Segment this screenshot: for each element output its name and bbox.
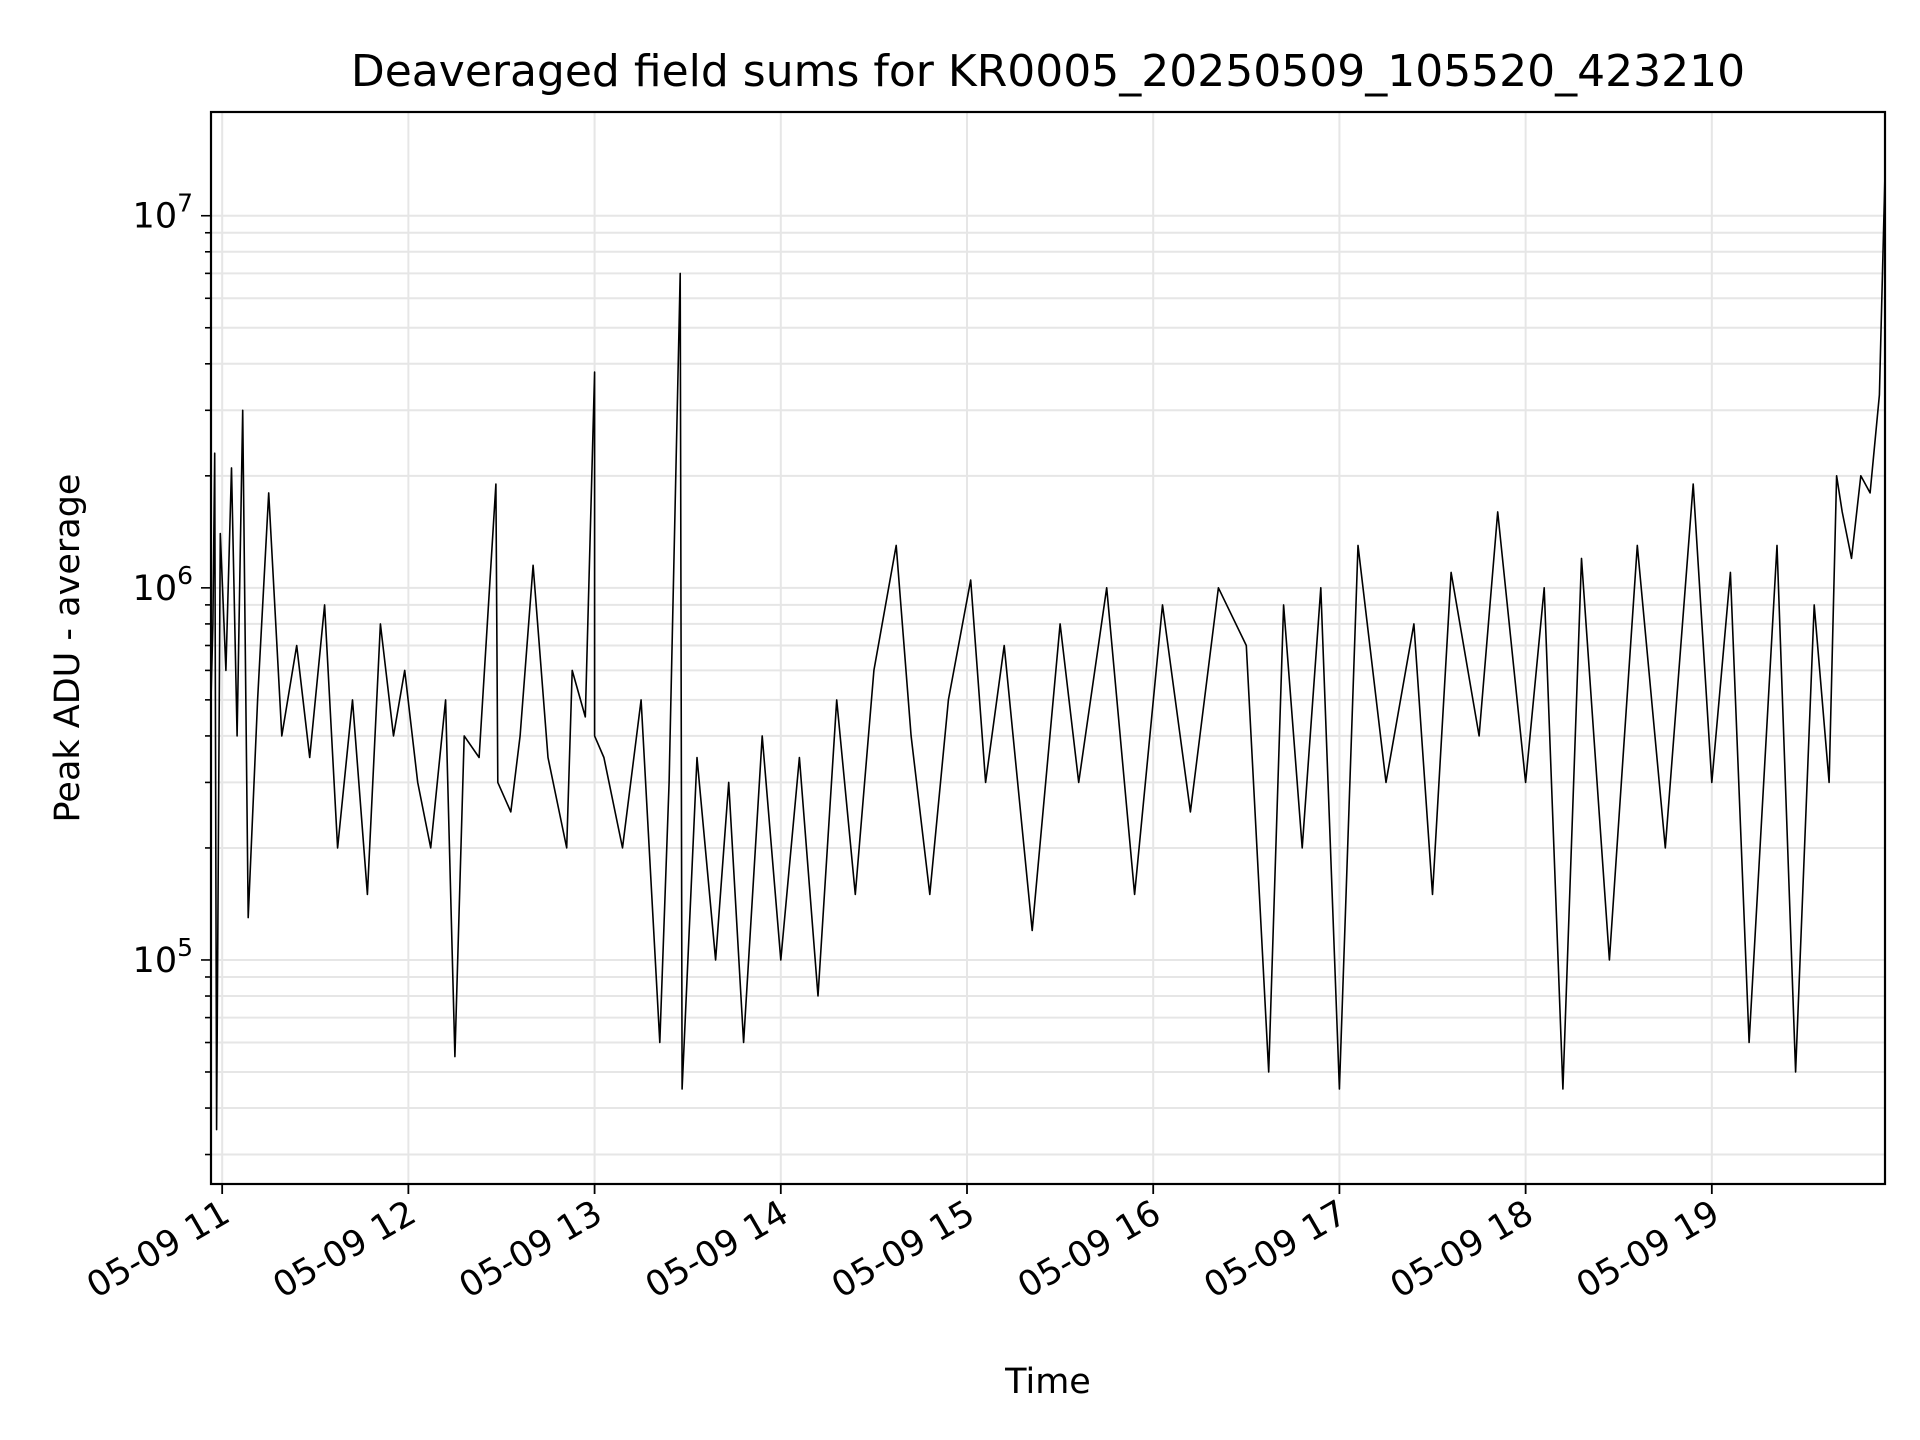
x-tick-label: 05-09 16 <box>1011 1193 1167 1306</box>
y-tick-label: 105 <box>133 933 193 981</box>
x-tick-label: 05-09 13 <box>453 1193 609 1306</box>
x-tick-label: 05-09 15 <box>825 1193 981 1306</box>
x-axis: 05-09 11 05-09 12 05-09 13 05-09 14 05-09 15… <box>80 1184 1726 1306</box>
grid <box>211 112 1885 1184</box>
x-axis-label: Time <box>1004 1362 1091 1402</box>
x-tick-label: 05-09 19 <box>1570 1193 1726 1306</box>
plot-frame <box>209 110 1887 1186</box>
x-tick-label: 05-09 12 <box>267 1193 423 1306</box>
series-line <box>210 173 1886 1131</box>
data-series <box>210 173 1886 1131</box>
x-tick-label: 05-09 17 <box>1198 1193 1354 1306</box>
y-axis-label: Peak ADU - average <box>48 474 88 823</box>
x-tick-label: 05-09 18 <box>1384 1193 1540 1306</box>
y-axis: 105 106 107 <box>133 189 211 1156</box>
y-tick-label: 107 <box>133 189 193 237</box>
chart-title: Deaveraged field sums for KR0005_2025050… <box>351 46 1745 97</box>
x-tick-label: 05-09 11 <box>80 1193 236 1306</box>
y-tick-label: 106 <box>133 561 193 609</box>
x-tick-label: 05-09 14 <box>639 1193 795 1306</box>
